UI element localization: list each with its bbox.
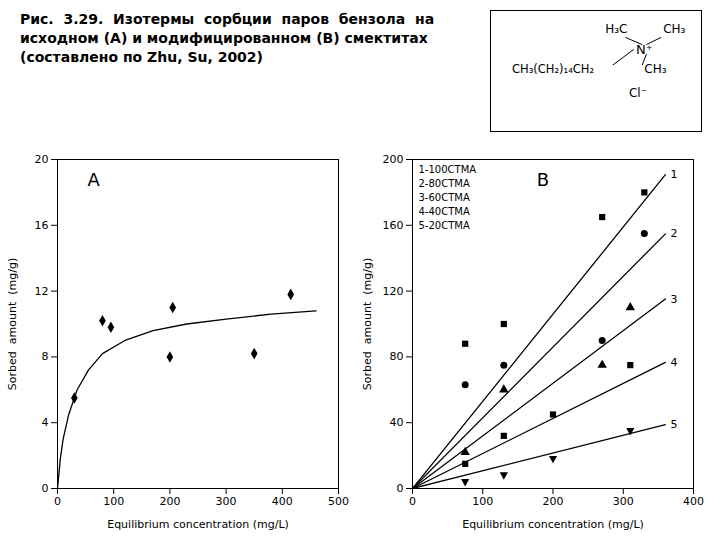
- svg-text:Equilibrium concentration (mg/: Equilibrium concentration (mg/L): [107, 518, 289, 531]
- svg-text:100: 100: [103, 495, 124, 508]
- svg-text:300: 300: [216, 495, 237, 508]
- svg-text:2: 2: [670, 227, 677, 240]
- html-text:Рис. 3.29. Изотермы сорбции па: Рис. 3.29. Изотермы сорбции паров бензол…: [20, 11, 435, 65]
- svg-text:8: 8: [42, 350, 49, 363]
- svg-text:0: 0: [397, 482, 404, 495]
- svg-text:0: 0: [54, 495, 61, 508]
- svg-text:2-80CTMA: 2-80CTMA: [419, 178, 470, 189]
- svg-text:5: 5: [670, 418, 677, 431]
- svg-text:0: 0: [409, 495, 416, 508]
- svg-text:3-60CTMA: 3-60CTMA: [419, 192, 470, 203]
- svg-text:3: 3: [670, 293, 677, 306]
- svg-text:5-20CTMA: 5-20CTMA: [419, 220, 470, 231]
- svg-text:Sorbed amount (mg/g): Sorbed amount (mg/g): [361, 258, 374, 390]
- svg-text:H₃C: H₃C: [605, 22, 627, 36]
- svg-text:120: 120: [383, 285, 404, 298]
- svg-text:400: 400: [683, 495, 704, 508]
- svg-text:200: 200: [159, 495, 180, 508]
- svg-text:200: 200: [383, 153, 404, 166]
- svg-text:80: 80: [390, 350, 404, 363]
- svg-text:CH₃(CH₂)₁₄CH₂: CH₃(CH₂)₁₄CH₂: [512, 62, 594, 76]
- svg-text:0: 0: [42, 482, 49, 495]
- svg-text:300: 300: [613, 495, 634, 508]
- svg-text:40: 40: [390, 416, 404, 429]
- svg-text:Cl⁻: Cl⁻: [629, 86, 647, 100]
- svg-text:B: B: [537, 169, 549, 190]
- svg-text:200: 200: [543, 495, 564, 508]
- svg-text:4: 4: [670, 356, 677, 369]
- svg-text:12: 12: [35, 285, 49, 298]
- svg-text:N⁺: N⁺: [636, 42, 653, 57]
- svg-text:CH₃: CH₃: [663, 22, 685, 36]
- svg-text:500: 500: [328, 495, 349, 508]
- svg-text:100: 100: [472, 495, 493, 508]
- svg-text:20: 20: [35, 153, 49, 166]
- svg-text:Equilibrium concentration (mg/: Equilibrium concentration (mg/L): [462, 518, 644, 531]
- svg-text:16: 16: [35, 219, 49, 232]
- svg-text:CH₃: CH₃: [644, 62, 666, 76]
- svg-text:400: 400: [272, 495, 293, 508]
- svg-text:1: 1: [670, 168, 677, 181]
- svg-text:A: A: [88, 169, 101, 190]
- svg-text:160: 160: [383, 219, 404, 232]
- svg-text:4: 4: [42, 416, 49, 429]
- svg-text:1-100CTMA: 1-100CTMA: [419, 164, 477, 175]
- svg-text:Sorbed amount (mg/g): Sorbed amount (mg/g): [6, 258, 19, 390]
- svg-text:4-40CTMA: 4-40CTMA: [419, 206, 470, 217]
